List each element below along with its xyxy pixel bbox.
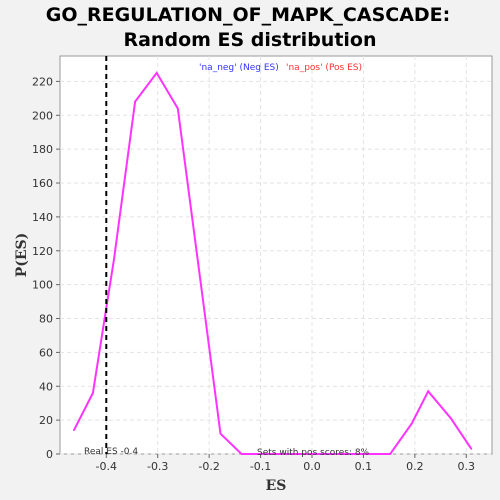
data-point	[134, 101, 136, 103]
data-point	[156, 72, 158, 74]
data-point	[471, 448, 473, 450]
y-tick-label: 60	[39, 346, 53, 359]
y-tick-label: 80	[39, 313, 53, 326]
data-point	[113, 258, 115, 260]
real-es-annotation: Real ES -0.4	[84, 447, 138, 457]
y-tick-label: 160	[32, 177, 53, 190]
y-tick-label: 40	[39, 380, 53, 393]
chart-title-line1: GO_REGULATION_OF_MAPK_CASCADE:	[46, 4, 451, 26]
pos-scores-annotation: Sets with pos scores: 8%	[257, 448, 370, 458]
data-point	[220, 433, 222, 435]
x-axis-label: ES	[266, 478, 287, 494]
y-tick-label: 180	[32, 143, 53, 156]
y-axis-ticks: 0 20 40 60 80 100 120 140 160 180 200 220	[32, 75, 60, 461]
y-tick-label: 100	[32, 279, 53, 292]
data-point	[411, 423, 413, 425]
x-tick-label: -0.3	[147, 460, 168, 473]
data-point	[73, 429, 75, 431]
x-tick-label: 0.3	[458, 460, 476, 473]
x-tick-label: 0.0	[303, 460, 321, 473]
y-tick-label: 0	[46, 448, 53, 461]
x-tick-label: -0.2	[198, 460, 219, 473]
y-tick-label: 220	[32, 75, 53, 88]
x-tick-label: -0.4	[96, 460, 117, 473]
data-point	[450, 418, 452, 420]
data-point	[241, 453, 243, 455]
data-point	[92, 392, 94, 394]
y-tick-label: 140	[32, 211, 53, 224]
data-point	[199, 272, 201, 274]
y-tick-label: 20	[39, 414, 53, 427]
chart-title-line2: Random ES distribution	[123, 29, 376, 51]
y-tick-label: 120	[32, 245, 53, 258]
data-point	[177, 108, 179, 110]
x-tick-label: 0.1	[355, 460, 373, 473]
legend-pos-label: 'na_pos' (Pos ES)	[286, 63, 362, 73]
x-tick-label: -0.1	[250, 460, 271, 473]
y-tick-label: 200	[32, 109, 53, 122]
y-axis-label: P(ES)	[14, 233, 30, 278]
legend-neg-label: 'na_neg' (Neg ES)	[199, 63, 279, 73]
data-point	[389, 453, 391, 455]
x-tick-label: 0.2	[406, 460, 424, 473]
data-point	[427, 391, 429, 393]
